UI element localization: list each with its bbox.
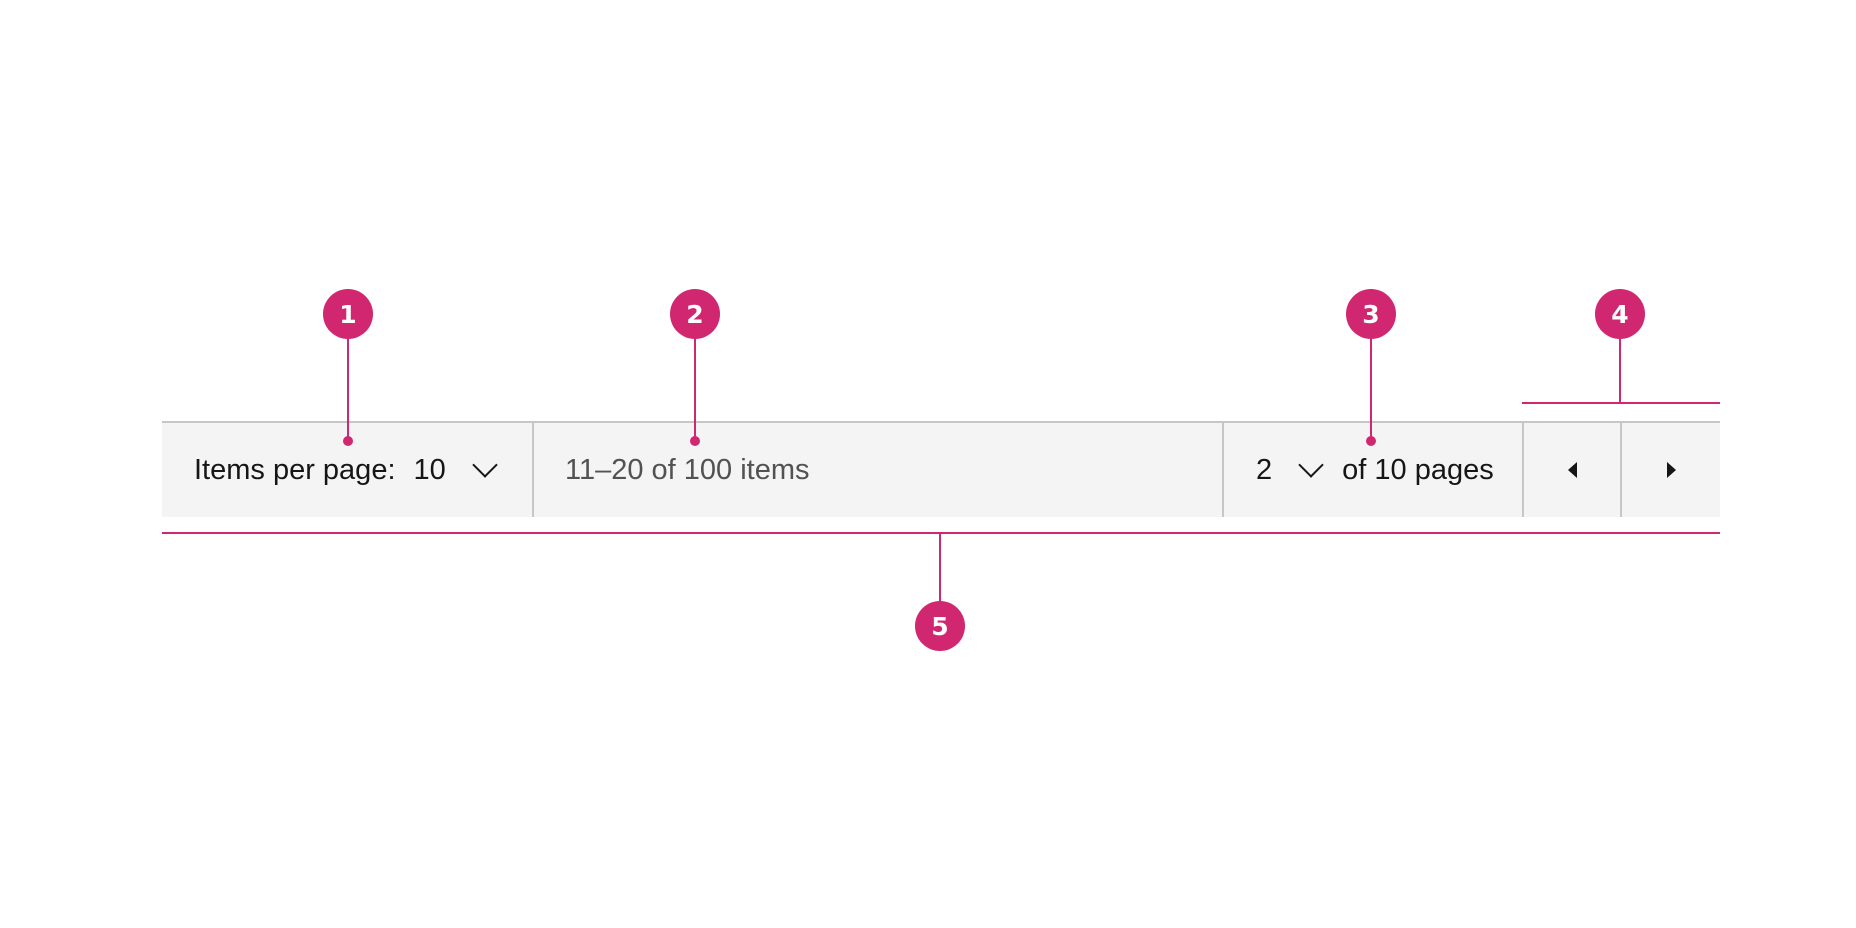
items-per-page-value: 10: [413, 453, 446, 486]
items-per-page-select[interactable]: 10: [413, 452, 498, 487]
current-page-value: 2: [1256, 453, 1273, 486]
item-range-text: 11–20 of 100 items: [565, 453, 810, 486]
page-select-section: 2 of 10 pages: [1224, 423, 1524, 517]
total-pages-text: of 10 pages: [1342, 453, 1494, 486]
pagination-bar: Items per page: 10 11–20 of 100 items 2 …: [162, 421, 1720, 517]
callout-dot-3: [1366, 436, 1376, 446]
item-range-section: 11–20 of 100 items: [534, 423, 1224, 517]
callout-bracket-5: [162, 532, 1720, 534]
callout-line-4: [1619, 339, 1621, 403]
chevron-down-icon: [472, 452, 498, 478]
callout-bracket-4: [1522, 402, 1720, 404]
items-per-page-label: Items per page:: [194, 453, 396, 486]
callout-dot-2: [690, 436, 700, 446]
callout-badge-3: 3: [1346, 289, 1396, 339]
callout-badge-1: 1: [323, 289, 373, 339]
items-per-page-section: Items per page: 10: [162, 423, 534, 517]
callout-dot-1: [343, 436, 353, 446]
callout-line-2: [694, 339, 696, 441]
page-number-select[interactable]: 2: [1256, 452, 1324, 487]
callout-line-3: [1370, 339, 1372, 441]
callout-line-5: [939, 533, 941, 603]
callout-badge-5: 5: [915, 601, 965, 651]
callout-badge-4: 4: [1595, 289, 1645, 339]
previous-page-button[interactable]: [1524, 423, 1622, 517]
caret-left-icon: [1567, 462, 1577, 478]
chevron-down-icon: [1298, 452, 1324, 478]
next-page-button[interactable]: [1622, 423, 1720, 517]
callout-line-1: [347, 339, 349, 441]
callout-badge-2: 2: [670, 289, 720, 339]
caret-right-icon: [1666, 462, 1676, 478]
